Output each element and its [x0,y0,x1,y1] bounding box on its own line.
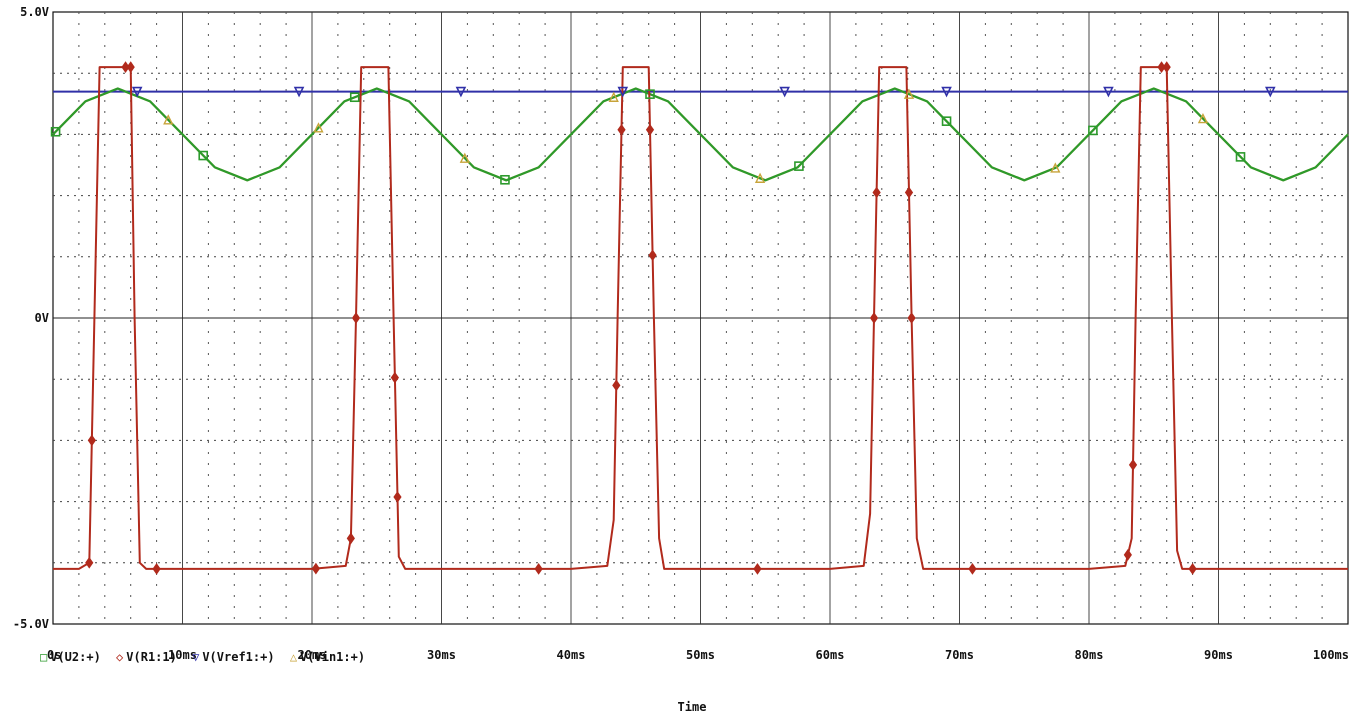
x-tick-label: 10ms [168,648,197,662]
x-axis-label: Time [678,700,707,714]
r1-marker [351,312,361,324]
vin1-marker [313,122,324,133]
r1-marker [152,563,161,575]
y-tick-label: 5.0V [20,5,49,19]
vref1-marker [1103,86,1114,98]
r1-marker [346,532,355,545]
diamond-marker-icon: ◇ [116,650,124,664]
x-tick-label: 30ms [427,648,456,662]
up-triangle-marker-icon: △ [289,650,298,664]
vref1-marker [779,86,790,98]
r1-marker [1162,61,1171,73]
x-tick-label: 70ms [945,648,974,662]
square-marker-icon: □ [40,650,48,664]
u2-marker [1235,152,1246,162]
vin1-marker [608,91,619,102]
x-tick-label: 80ms [1075,648,1104,662]
vref1-marker [1265,86,1276,98]
legend-label-r1: V(R1:1) [126,650,177,664]
u2-marker [349,92,360,103]
r1-marker [907,312,916,324]
x-tick-label: 50ms [686,648,715,662]
r1-marker [645,123,655,136]
series-line-0 [52,87,1349,182]
legend-label-vin1: V(Vin1:+) [300,650,366,664]
series-markers [50,61,1276,575]
r1-marker [904,186,914,199]
x-tick-label: 0s [47,648,61,662]
vin1-marker [459,152,470,163]
vin1-marker [1197,112,1209,124]
r1-marker [87,434,96,447]
r1-marker [126,61,135,73]
legend-label-vref1: V(Vref1:+) [202,650,275,664]
u2-marker [500,174,510,185]
vin1-marker [903,88,915,99]
r1-marker [869,312,879,324]
x-tick-label: 40ms [557,648,586,662]
r1-marker [534,563,543,575]
vref1-marker [131,86,143,98]
vref1-marker [941,86,952,98]
r1-marker [617,123,626,136]
u2-marker [50,126,61,137]
r1-marker [1128,459,1138,471]
r1-marker [85,556,94,569]
y-tick-label: -5.0V [13,617,49,631]
r1-marker [648,249,657,262]
vin1-marker [1050,162,1061,173]
r1-marker [393,491,402,503]
vin1-marker [754,172,766,183]
r1-marker [612,379,621,392]
u2-marker [794,161,804,171]
down-triangle-marker-icon: ▽ [192,650,200,664]
r1-marker [753,563,762,575]
legend-item-u2: □ V(U2:+) [40,650,101,664]
x-tick-label: 60ms [816,648,845,662]
legend-item-vin1: △ V(Vin1:+) [290,650,365,664]
r1-marker [1188,563,1197,575]
u2-marker [941,116,952,126]
y-tick-label: 0V [35,311,49,325]
legend-item-vref1: ▽ V(Vref1:+) [192,650,274,664]
u2-marker [645,89,655,99]
legend-item-r1: ◇ V(R1:1) [116,650,177,664]
r1-marker [968,563,977,575]
r1-marker [311,562,320,575]
x-tick-label: 100ms [1313,648,1349,662]
u2-marker [1088,125,1098,136]
legend: □ V(U2:+) ◇ V(R1:1) ▽ V(Vref1:+) △ V(Vin1:+) [40,650,373,664]
vref1-marker [293,86,305,98]
x-tick-label: 90ms [1204,648,1233,662]
axis-ticks: 0s 10ms 20ms 30ms 40ms 50ms 60ms 70ms 80ms 90ms 10… [13,5,1349,662]
u2-marker [198,150,209,161]
r1-marker [1123,548,1132,561]
x-tick-label: 20ms [298,648,327,662]
vref1-marker [617,86,629,98]
vin1-marker [163,114,174,125]
r1-marker [390,371,399,384]
legend-label-u2: V(U2:+) [50,650,101,664]
vref1-marker [455,86,467,98]
r1-marker [872,186,881,199]
